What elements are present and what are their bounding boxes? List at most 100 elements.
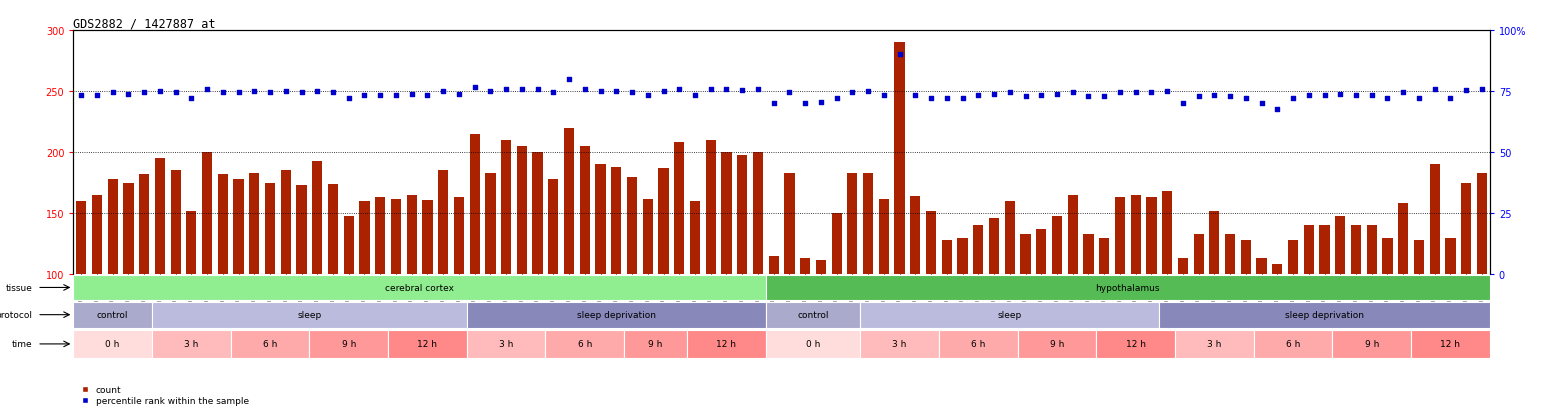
Point xyxy=(573,86,597,93)
Bar xyxy=(909,197,920,275)
Bar xyxy=(766,330,860,358)
Bar xyxy=(1100,238,1109,275)
Point xyxy=(164,90,189,96)
Bar xyxy=(454,198,463,275)
Point xyxy=(415,92,440,99)
Point xyxy=(84,92,109,99)
Point xyxy=(808,100,833,106)
Point xyxy=(1438,96,1463,102)
Bar xyxy=(894,43,905,275)
Bar xyxy=(860,302,1159,328)
Bar xyxy=(1005,202,1016,275)
Bar xyxy=(1020,234,1031,275)
Bar xyxy=(231,330,309,358)
Bar xyxy=(1254,330,1332,358)
Text: time: time xyxy=(12,339,33,349)
Bar xyxy=(1051,216,1062,275)
Text: control: control xyxy=(97,311,128,319)
Text: protocol: protocol xyxy=(0,311,33,319)
Bar xyxy=(281,171,290,275)
Point xyxy=(1139,90,1164,96)
Bar xyxy=(1332,330,1412,358)
Point xyxy=(510,86,535,93)
Bar xyxy=(927,211,936,275)
Point xyxy=(777,90,802,96)
Bar xyxy=(1351,226,1362,275)
Legend: count, percentile rank within the sample: count, percentile rank within the sample xyxy=(78,382,253,408)
Point xyxy=(903,92,928,99)
Bar xyxy=(438,171,448,275)
Point xyxy=(651,88,675,95)
Bar xyxy=(769,256,778,275)
Text: sleep deprivation: sleep deprivation xyxy=(577,311,655,319)
Point xyxy=(1265,107,1290,114)
Bar xyxy=(1413,240,1424,275)
Point xyxy=(1061,90,1086,96)
Bar xyxy=(374,198,385,275)
Point xyxy=(1343,92,1368,99)
Text: 3 h: 3 h xyxy=(892,339,906,349)
Bar xyxy=(1162,192,1172,275)
Text: 12 h: 12 h xyxy=(418,339,437,349)
Bar xyxy=(816,260,827,275)
Text: sleep deprivation: sleep deprivation xyxy=(1285,311,1363,319)
Point xyxy=(683,92,708,99)
Point xyxy=(462,85,487,92)
Point xyxy=(1045,91,1070,97)
Text: tissue: tissue xyxy=(6,283,33,292)
Bar xyxy=(580,147,590,275)
Point xyxy=(919,96,944,102)
Text: cerebral cortex: cerebral cortex xyxy=(385,283,454,292)
Bar xyxy=(1477,173,1487,275)
Bar xyxy=(343,216,354,275)
Point xyxy=(981,91,1006,97)
Bar xyxy=(1335,216,1345,275)
Text: 9 h: 9 h xyxy=(1050,339,1064,349)
Point xyxy=(226,90,251,96)
Bar xyxy=(218,175,228,275)
Bar xyxy=(1398,204,1409,275)
Bar xyxy=(1017,330,1097,358)
Point xyxy=(337,96,362,102)
Bar xyxy=(1256,259,1267,275)
Bar xyxy=(736,155,747,275)
Point xyxy=(493,86,518,93)
Bar xyxy=(76,202,86,275)
Bar xyxy=(328,185,339,275)
Bar xyxy=(1240,240,1251,275)
Point xyxy=(195,86,220,93)
Point xyxy=(1374,96,1399,102)
Bar xyxy=(674,143,685,275)
Bar xyxy=(73,330,151,358)
Bar xyxy=(154,159,165,275)
Point xyxy=(1092,93,1117,100)
Bar xyxy=(1445,238,1455,275)
Point xyxy=(872,92,897,99)
Bar xyxy=(139,175,150,275)
Bar xyxy=(1462,183,1471,275)
Bar xyxy=(939,330,1017,358)
Point xyxy=(557,76,582,83)
Bar xyxy=(565,128,574,275)
Bar xyxy=(785,173,794,275)
Bar xyxy=(234,180,243,275)
Bar xyxy=(516,147,527,275)
Point xyxy=(950,96,975,102)
Point xyxy=(257,90,282,96)
Text: 3 h: 3 h xyxy=(184,339,198,349)
Bar xyxy=(643,199,654,275)
Point xyxy=(1170,101,1195,107)
Text: GDS2882 / 1427887_at: GDS2882 / 1427887_at xyxy=(73,17,215,30)
Bar xyxy=(1382,238,1393,275)
Text: 9 h: 9 h xyxy=(1365,339,1379,349)
Point xyxy=(211,90,236,96)
Bar xyxy=(151,302,466,328)
Bar xyxy=(766,275,1490,300)
Point xyxy=(699,86,724,93)
Bar xyxy=(1429,165,1440,275)
Text: 12 h: 12 h xyxy=(1440,339,1460,349)
Point xyxy=(431,88,456,95)
Point xyxy=(526,86,551,93)
Bar xyxy=(1304,226,1314,275)
Point xyxy=(1218,93,1243,100)
